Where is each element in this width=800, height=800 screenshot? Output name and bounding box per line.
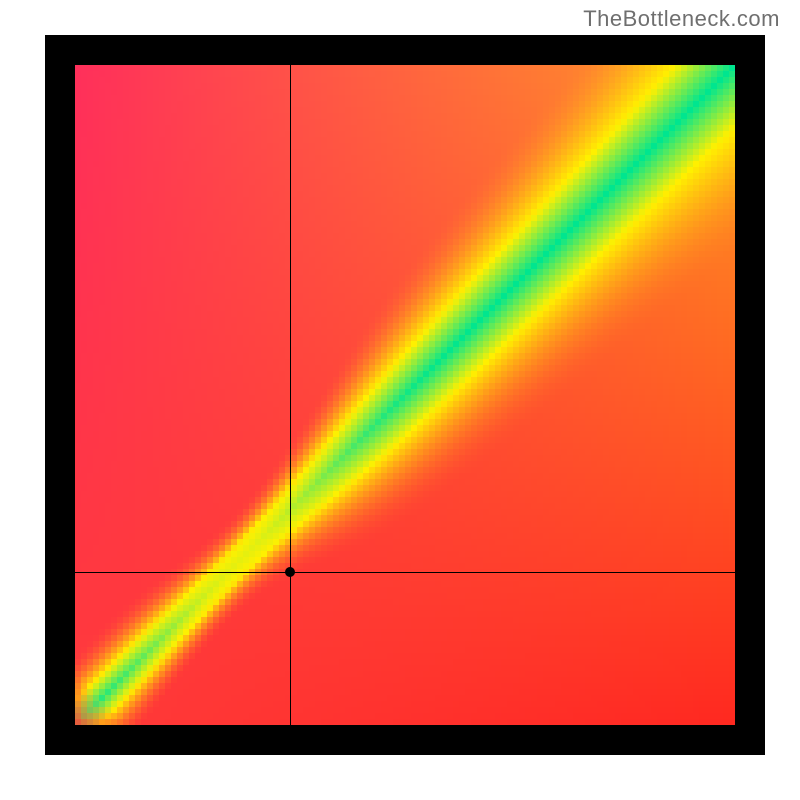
plot-inner xyxy=(75,65,735,725)
plot-frame xyxy=(45,35,765,755)
chart-container: TheBottleneck.com xyxy=(0,0,800,800)
watermark-text: TheBottleneck.com xyxy=(583,6,780,32)
heatmap-canvas xyxy=(75,65,735,725)
